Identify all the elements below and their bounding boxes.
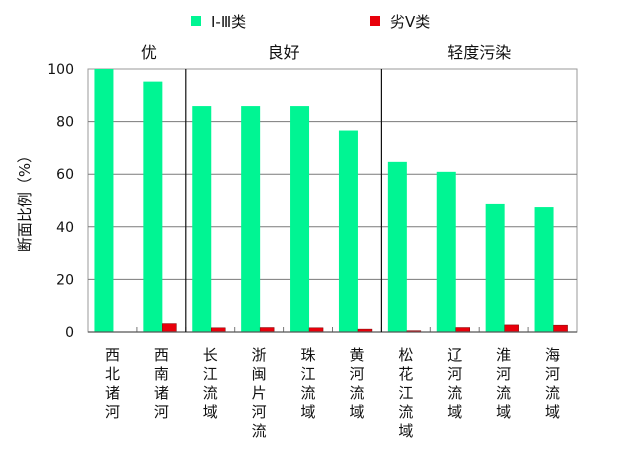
bar-Ⅰ-Ⅲ类 (436, 171, 456, 332)
bar-劣Ⅴ类 (504, 324, 519, 333)
bars (94, 69, 568, 333)
bar-Ⅰ-Ⅲ类 (387, 161, 407, 332)
x-tick-char: 北 (105, 365, 120, 383)
x-tick-char: 河 (105, 403, 120, 421)
x-tick-char: 海 (545, 346, 560, 364)
x-tick-char: 河 (154, 403, 169, 421)
x-tick-char: 河 (447, 365, 462, 383)
x-tick-char: 域 (545, 403, 560, 421)
x-tick-label: 黄河流域 (349, 346, 364, 421)
x-tick-char: 河 (496, 365, 511, 383)
y-tick-label: 20 (56, 272, 74, 288)
x-tick-label: 海河流域 (545, 346, 560, 421)
group-label: 优 (141, 43, 157, 62)
x-tick-char: 诸 (105, 384, 120, 402)
x-tick-label: 西南诸河 (154, 346, 169, 421)
x-tick-char: 流 (496, 384, 511, 402)
y-tick-label: 100 (47, 62, 74, 78)
x-tick-char: 域 (496, 403, 511, 421)
y-axis-label: 断面比例（%） (16, 148, 34, 252)
y-tick-label: 0 (65, 325, 74, 341)
x-tick-char: 域 (398, 422, 413, 440)
x-tick-char: 黄 (349, 346, 364, 364)
bar-劣Ⅴ类 (259, 327, 275, 333)
x-tick-char: 西 (154, 346, 169, 364)
x-tick-label: 辽河流域 (447, 346, 462, 421)
x-tick-char: 流 (349, 384, 364, 402)
bar-Ⅰ-Ⅲ类 (534, 207, 554, 332)
x-tick-char: 流 (398, 403, 413, 421)
x-tick-char: 南 (154, 365, 169, 383)
bar-Ⅰ-Ⅲ类 (290, 106, 310, 332)
y-tick-label: 40 (56, 220, 74, 236)
bar-Ⅰ-Ⅲ类 (94, 69, 114, 332)
x-tick-char: 西 (105, 346, 120, 364)
x-tick-char: 流 (301, 384, 316, 402)
labels: 020406080100西北诸河西南诸河长江流域浙闽片河流珠江流域黄河流域松花江… (16, 43, 560, 440)
x-tick-char: 域 (447, 403, 462, 421)
legend-swatch (191, 16, 201, 26)
bar-Ⅰ-Ⅲ类 (485, 203, 505, 332)
y-tick-label: 80 (56, 115, 74, 131)
x-tick-char: 域 (301, 403, 316, 421)
x-tick-label: 淮河流域 (496, 346, 511, 421)
x-tick-char: 辽 (447, 346, 462, 364)
bar-Ⅰ-Ⅲ类 (143, 81, 163, 333)
x-tick-char: 域 (203, 403, 218, 421)
x-tick-char: 诸 (154, 384, 169, 402)
x-tick-char: 花 (398, 365, 413, 383)
x-tick-char: 珠 (301, 346, 316, 364)
x-tick-label: 珠江流域 (301, 346, 316, 421)
x-tick-label: 长江流域 (203, 346, 218, 421)
x-tick-char: 江 (301, 365, 316, 383)
axes (88, 69, 577, 333)
x-tick-char: 松 (398, 346, 413, 364)
bar-Ⅰ-Ⅲ类 (338, 130, 358, 332)
bar-劣Ⅴ类 (308, 327, 324, 333)
group-label: 轻度污染 (447, 43, 511, 62)
x-tick-char: 河 (252, 403, 267, 421)
x-tick-char: 河 (349, 365, 364, 383)
x-tick-char: 江 (203, 365, 218, 383)
x-tick-label: 西北诸河 (105, 346, 120, 421)
legend: Ⅰ-Ⅲ类 劣Ⅴ类 (191, 13, 430, 31)
bar-劣Ⅴ类 (162, 323, 177, 333)
bar-Ⅰ-Ⅲ类 (192, 106, 212, 332)
x-tick-char: 闽 (252, 365, 267, 383)
y-tick-label: 60 (56, 167, 74, 183)
x-tick-char: 域 (349, 403, 364, 421)
x-tick-char: 流 (545, 384, 560, 402)
bar-劣Ⅴ类 (455, 327, 470, 333)
legend-swatch (370, 16, 380, 26)
x-tick-char: 江 (398, 384, 413, 402)
bar-劣Ⅴ类 (553, 324, 568, 333)
x-tick-char: 流 (203, 384, 218, 402)
x-tick-char: 片 (252, 384, 267, 402)
legend-label: Ⅰ-Ⅲ类 (211, 13, 246, 31)
x-tick-char: 长 (203, 346, 218, 364)
x-tick-char: 流 (447, 384, 462, 402)
bar-劣Ⅴ类 (211, 327, 226, 333)
bar-Ⅰ-Ⅲ类 (241, 106, 261, 332)
legend-label: 劣Ⅴ类 (390, 13, 430, 31)
x-tick-label: 浙闽片河流 (252, 346, 267, 440)
x-tick-char: 淮 (496, 346, 511, 364)
x-tick-char: 流 (252, 422, 267, 440)
x-tick-char: 河 (545, 365, 560, 383)
group-label: 良好 (268, 43, 300, 62)
x-tick-char: 浙 (252, 346, 267, 364)
x-tick-label: 松花江流域 (398, 346, 413, 440)
